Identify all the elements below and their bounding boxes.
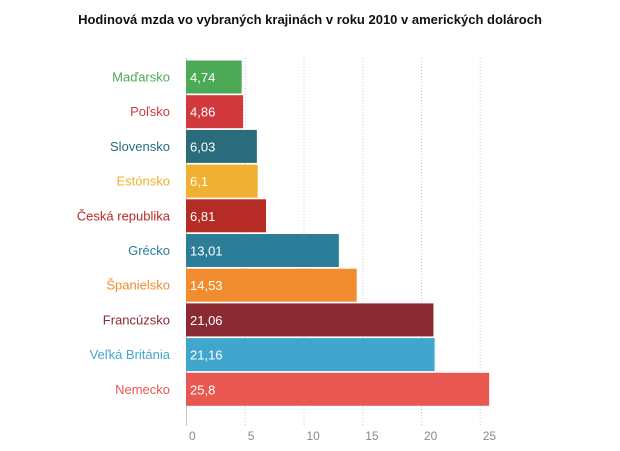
category-labels: Maďarsko Poľsko Slovensko Estónsko Česká rep… [77, 70, 171, 397]
bar [186, 303, 434, 337]
data-label: 6,1 [190, 174, 208, 189]
x-tick-label: 5 [248, 429, 255, 443]
bar [186, 164, 258, 198]
category-label: Nemecko [115, 382, 170, 397]
data-label: 25,8 [190, 382, 215, 397]
x-tick-label: 20 [424, 429, 438, 443]
bar [186, 372, 490, 406]
x-tick-label: 0 [189, 429, 196, 443]
bar [186, 199, 267, 233]
bar [186, 60, 242, 94]
value-labels: 4,74 4,86 6,03 6,1 6,81 13,01 14,53 21,06 21,16 2… [190, 70, 223, 397]
data-label: 14,53 [190, 278, 223, 293]
category-label: Slovensko [110, 139, 170, 154]
data-label: 13,01 [190, 244, 223, 259]
data-label: 6,81 [190, 209, 215, 224]
x-tick-label: 15 [365, 429, 379, 443]
category-label: Grécko [128, 243, 170, 258]
x-tick-label: 10 [307, 429, 321, 443]
category-label: Španielsko [106, 278, 170, 293]
data-label: 21,16 [190, 348, 223, 363]
bar [186, 234, 339, 267]
bar [186, 129, 257, 163]
bar [186, 338, 435, 372]
data-label: 4,86 [190, 105, 215, 120]
bar [186, 268, 357, 302]
x-tick-label: 25 [483, 429, 497, 443]
category-label: Francúzsko [103, 312, 170, 327]
data-label: 21,06 [190, 313, 223, 328]
category-label: Veľká Británia [90, 347, 171, 362]
category-label: Estónsko [117, 174, 170, 189]
bars-group [186, 60, 490, 406]
bar [186, 95, 244, 129]
chart-title: Hodinová mzda vo vybraných krajinách v r… [78, 12, 542, 27]
data-label: 6,03 [190, 139, 215, 154]
data-label: 4,74 [190, 70, 215, 85]
category-label: Poľsko [130, 104, 170, 119]
category-label: Maďarsko [112, 70, 170, 85]
category-label: Česká republika [77, 208, 171, 223]
x-axis-tick-labels: 0 5 10 15 20 25 [189, 429, 496, 443]
